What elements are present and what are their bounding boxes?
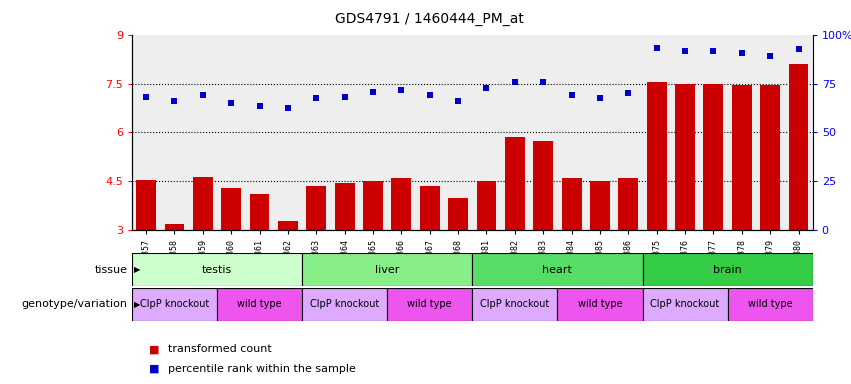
Point [338, 94, 351, 100]
Bar [619, 178, 638, 230]
Point [281, 105, 294, 111]
Bar [278, 220, 298, 230]
Bar [643, 288, 728, 321]
Point [225, 100, 238, 106]
Point [678, 48, 692, 54]
Bar [557, 288, 643, 321]
Bar [760, 85, 780, 230]
Bar [562, 178, 581, 230]
Point [508, 79, 522, 85]
Point [366, 89, 380, 95]
Point [310, 95, 323, 101]
Point [395, 87, 408, 93]
Point [621, 90, 635, 96]
Bar [302, 253, 472, 286]
Text: ▶: ▶ [134, 300, 140, 309]
Text: ■: ■ [149, 344, 159, 354]
Point [735, 50, 749, 56]
Bar [704, 84, 723, 230]
Point [480, 85, 494, 91]
Bar [164, 224, 185, 230]
Text: wild type: wild type [237, 299, 282, 310]
Text: transformed count: transformed count [168, 344, 271, 354]
Bar [302, 288, 387, 321]
Text: GDS4791 / 1460444_PM_at: GDS4791 / 1460444_PM_at [335, 12, 524, 25]
Text: testis: testis [202, 265, 232, 275]
Point [253, 103, 266, 109]
Bar [132, 253, 302, 286]
Point [593, 95, 607, 101]
Text: wild type: wild type [748, 299, 792, 310]
Bar [306, 186, 326, 230]
Bar [221, 188, 241, 230]
Bar [675, 84, 695, 230]
Text: ■: ■ [149, 364, 159, 374]
Text: heart: heart [542, 265, 573, 275]
Bar [334, 183, 355, 230]
Bar [789, 64, 808, 230]
Point [565, 92, 579, 98]
Bar [249, 195, 270, 230]
Text: brain: brain [713, 265, 742, 275]
Point [536, 79, 550, 85]
Bar [472, 253, 643, 286]
Bar [391, 178, 411, 230]
Bar [448, 198, 468, 230]
Point [650, 45, 664, 51]
Text: ClpP knockout: ClpP knockout [310, 299, 380, 310]
Point [140, 94, 153, 100]
Bar [363, 182, 383, 230]
Text: ClpP knockout: ClpP knockout [650, 299, 720, 310]
Point [196, 92, 209, 98]
Point [763, 53, 777, 59]
Text: wild type: wild type [408, 299, 452, 310]
Point [791, 46, 805, 52]
Text: ClpP knockout: ClpP knockout [140, 299, 209, 310]
Bar [472, 288, 557, 321]
Bar [732, 85, 751, 230]
Bar [534, 141, 553, 230]
Bar [590, 182, 610, 230]
Text: tissue: tissue [94, 265, 128, 275]
Point [706, 48, 720, 54]
Bar [132, 288, 217, 321]
Bar [387, 288, 472, 321]
Bar [643, 253, 813, 286]
Bar [136, 180, 156, 230]
Bar [647, 82, 666, 230]
Point [423, 92, 437, 98]
Text: genotype/variation: genotype/variation [21, 299, 128, 310]
Text: percentile rank within the sample: percentile rank within the sample [168, 364, 356, 374]
Bar [728, 288, 813, 321]
Text: ClpP knockout: ClpP knockout [480, 299, 550, 310]
Bar [217, 288, 302, 321]
Text: ▶: ▶ [134, 265, 140, 274]
Point [451, 98, 465, 104]
Text: wild type: wild type [578, 299, 622, 310]
Bar [193, 177, 213, 230]
Bar [477, 182, 496, 230]
Bar [505, 137, 525, 230]
Text: liver: liver [375, 265, 399, 275]
Bar [420, 186, 440, 230]
Point [168, 98, 181, 104]
